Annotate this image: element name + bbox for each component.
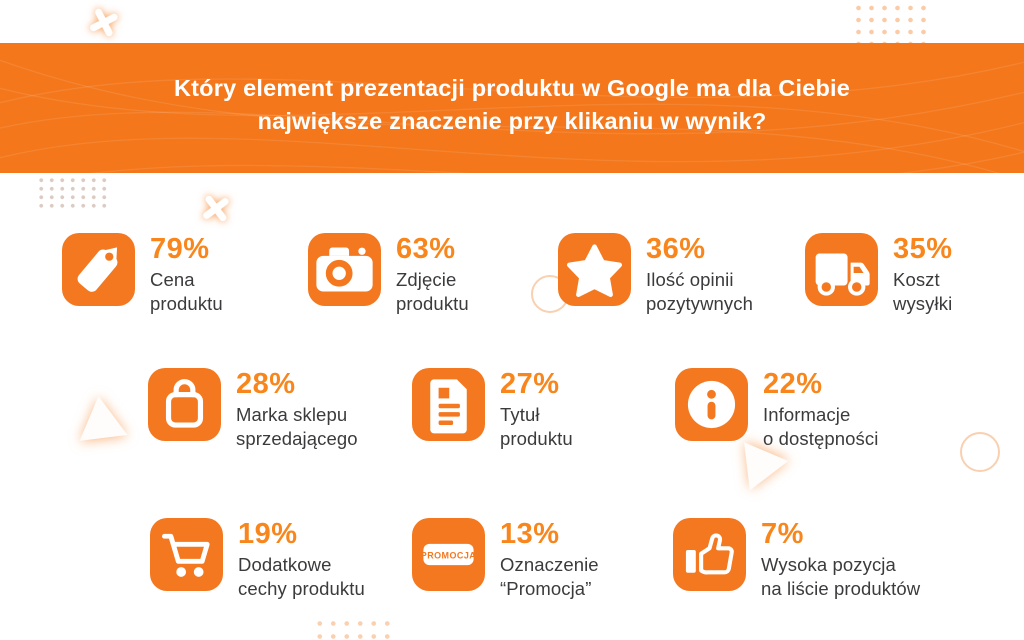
triangle-decoration — [71, 390, 130, 444]
stat-item: 35% Koszt wysyłki — [805, 233, 953, 316]
stat-text: 35% Koszt wysyłki — [893, 233, 953, 316]
stat-percent: 36% — [646, 233, 706, 265]
stat-label: Oznaczenie “Promocja” — [500, 554, 599, 599]
stat-text: 27% Tytuł produktu — [500, 368, 573, 451]
stat-percent: 28% — [236, 368, 296, 400]
stat-text: 63% Zdjęcie produktu — [396, 233, 469, 316]
stat-label: Ilość opinii pozytywnych — [646, 269, 754, 314]
stat-percent: 13% — [500, 518, 560, 550]
stat-item: 28% Marka sklepu sprzedającego — [148, 368, 358, 451]
stat-label: Marka sklepu sprzedającego — [236, 404, 358, 449]
stat-text: 19% Dodatkowe cechy produktu — [238, 518, 365, 601]
stat-percent: 7% — [761, 518, 804, 550]
circle-outline-decoration — [960, 432, 1000, 472]
stat-text: 7% Wysoka pozycja na liście produktów — [761, 518, 920, 601]
x-mark-icon — [85, 3, 123, 41]
stat-label: Koszt wysyłki — [893, 269, 953, 314]
stat-item: 36% Ilość opinii pozytywnych — [558, 233, 753, 316]
stat-item: 63% Zdjęcie produktu — [308, 233, 469, 316]
document-icon — [412, 368, 485, 441]
stat-item: 22% Informacje o dostępności — [675, 368, 878, 451]
dot-grid-decoration — [36, 176, 108, 208]
stat-text: 13% Oznaczenie “Promocja” — [500, 518, 599, 601]
triangle-decoration — [722, 438, 794, 505]
delivery-truck-icon — [805, 233, 878, 306]
stat-label: Dodatkowe cechy produktu — [238, 554, 365, 599]
stat-percent: 19% — [238, 518, 298, 550]
stat-percent: 27% — [500, 368, 560, 400]
header-banner: Który element prezentacji produktu w Goo… — [0, 43, 1024, 173]
camera-icon — [308, 233, 381, 306]
stat-label: Wysoka pozycja na liście produktów — [761, 554, 921, 599]
stat-text: 36% Ilość opinii pozytywnych — [646, 233, 753, 316]
question-title: Który element prezentacji produktu w Goo… — [173, 75, 851, 134]
stat-label: Informacje o dostępności — [763, 404, 879, 449]
stat-label: Tytuł produktu — [500, 404, 573, 449]
stat-text: 28% Marka sklepu sprzedającego — [236, 368, 358, 451]
stat-item: PROMOCJA 13% Oznaczenie “Promocja” — [412, 518, 599, 601]
banner-line-pattern — [0, 59, 1024, 173]
stat-percent: 35% — [893, 233, 953, 265]
stat-text: 22% Informacje o dostępności — [763, 368, 878, 451]
stat-percent: 22% — [763, 368, 823, 400]
stat-label: Zdjęcie produktu — [396, 269, 469, 314]
stat-item: 19% Dodatkowe cechy produktu — [150, 518, 365, 601]
stat-percent: 63% — [396, 233, 456, 265]
x-mark-icon — [199, 191, 233, 225]
stat-item: 7% Wysoka pozycja na liście produktów — [673, 518, 920, 601]
stat-label: Cena produktu — [150, 269, 223, 314]
stat-item: 27% Tytuł produktu — [412, 368, 573, 451]
promo-badge-icon: PROMOCJA — [412, 518, 485, 591]
shopping-bag-icon — [148, 368, 221, 441]
dot-grid-decoration — [313, 617, 395, 639]
thumbs-up-icon — [673, 518, 746, 591]
price-tag-icon — [62, 233, 135, 306]
star-icon — [558, 233, 631, 306]
info-icon — [675, 368, 748, 441]
promo-badge-text: PROMOCJA — [421, 550, 477, 560]
stat-text: 79% Cena produktu — [150, 233, 223, 316]
shopping-cart-icon — [150, 518, 223, 591]
stat-percent: 79% — [150, 233, 210, 265]
stat-item: 79% Cena produktu — [62, 233, 223, 316]
